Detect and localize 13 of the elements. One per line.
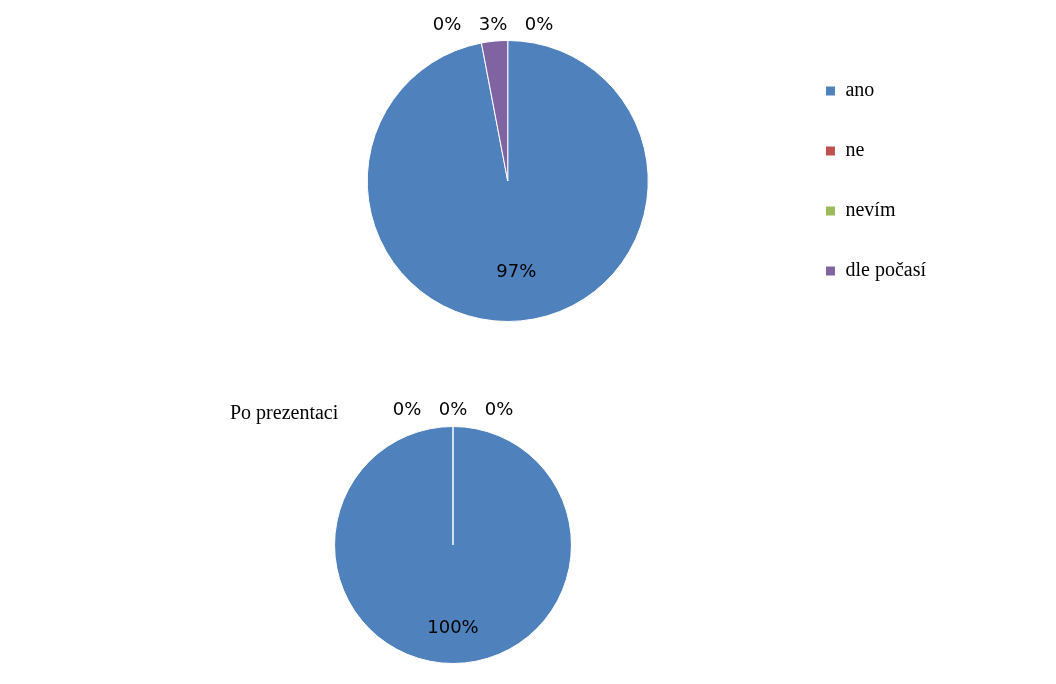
- data-label: 97%: [496, 259, 537, 281]
- text: 0%: [484, 398, 514, 420]
- legend-label: ne: [845, 138, 865, 161]
- chart-title: Po prezentaci: [230, 401, 339, 425]
- text: 0%: [432, 12, 462, 34]
- legend-label: dle počasí: [845, 258, 927, 282]
- data-label: 100%: [427, 615, 479, 637]
- data-label: 3%: [478, 12, 508, 34]
- text: 0%: [392, 398, 422, 420]
- legend-label: ano: [845, 78, 875, 101]
- legend-label: nevím: [845, 198, 896, 221]
- text: 0%: [438, 398, 468, 420]
- text: 0%: [524, 12, 554, 34]
